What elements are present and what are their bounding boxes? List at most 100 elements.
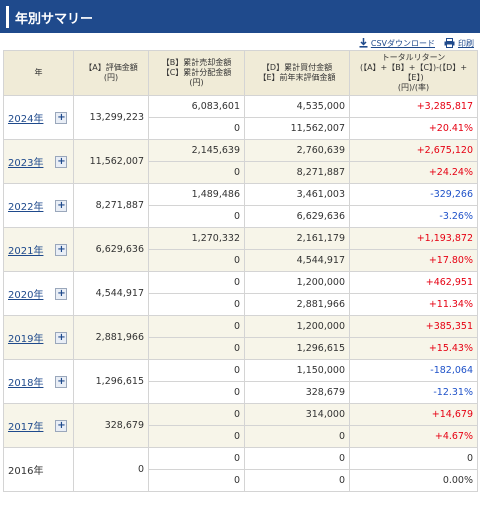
year-link[interactable]: 2017年 bbox=[8, 422, 44, 433]
csv-download-label: CSVダウンロード bbox=[370, 38, 435, 48]
year-cell: 2018年 + bbox=[3, 359, 74, 404]
year-cell: 2019年 + bbox=[3, 315, 74, 360]
purchased-amount-cell: 1,200,000 bbox=[244, 315, 350, 338]
expand-plus-icon[interactable]: + bbox=[55, 111, 68, 124]
sold-amount-cell: 0 bbox=[148, 315, 245, 338]
year-cell: 2021年 + bbox=[3, 227, 74, 272]
table-row: 2016年 0 0 0 0 bbox=[3, 447, 478, 492]
total-return-amount-cell: +385,351 bbox=[349, 315, 478, 338]
year-cell: 2020年 + bbox=[3, 271, 74, 316]
sold-amount-cell: 0 bbox=[148, 271, 245, 294]
dividend-amount-cell: 0 bbox=[148, 425, 245, 448]
table-row: 2023年 + 11,562,007 2,145,639 2,760,639 +… bbox=[3, 139, 478, 184]
year-link[interactable]: 2023年 bbox=[8, 158, 44, 169]
printer-icon bbox=[444, 38, 455, 48]
prev-year-valuation-cell: 8,271,887 bbox=[244, 161, 350, 184]
total-return-amount-cell: -182,064 bbox=[349, 359, 478, 382]
table-row: 2022年 + 8,271,887 1,489,486 3,461,003 -3… bbox=[3, 183, 478, 228]
table-header-row: 年 【A】評価金額 (円) 【B】累計売却金額 【C】累計分配金額 (円) 【D】累計… bbox=[3, 50, 478, 96]
table-row: 2019年 + 2,881,966 0 1,200,000 +385,351 bbox=[3, 315, 478, 360]
expand-plus-icon[interactable]: + bbox=[55, 287, 68, 300]
table-row-sub: 0 11,562,007 +20.41% bbox=[4, 117, 478, 140]
total-return-rate-cell: -12.31% bbox=[349, 381, 478, 404]
table-row: 2021年 + 6,629,636 1,270,332 2,161,179 +1… bbox=[3, 227, 478, 272]
year-link[interactable]: 2020年 bbox=[8, 290, 44, 301]
col-header-valuation: 【A】評価金額 (円) bbox=[73, 50, 149, 96]
prev-year-valuation-cell: 1,296,615 bbox=[244, 337, 350, 360]
year-cell: 2023年 + bbox=[3, 139, 74, 184]
sold-amount-cell: 0 bbox=[148, 403, 245, 426]
valuation-cell: 6,629,636 bbox=[73, 227, 149, 272]
sold-amount-cell: 1,489,486 bbox=[148, 183, 245, 206]
year-link[interactable]: 2019年 bbox=[8, 334, 44, 345]
dividend-amount-cell: 0 bbox=[148, 469, 245, 492]
col-header-purchased-prev: 【D】累計買付金額 【E】前年末評価金額 bbox=[244, 50, 350, 96]
dividend-amount-cell: 0 bbox=[148, 161, 245, 184]
header-accent bbox=[6, 6, 9, 28]
total-return-rate-cell: +15.43% bbox=[349, 337, 478, 360]
total-return-rate-cell: +11.34% bbox=[349, 293, 478, 316]
prev-year-valuation-cell: 11,562,007 bbox=[244, 117, 350, 140]
total-return-rate-cell: +24.24% bbox=[349, 161, 478, 184]
expand-plus-icon[interactable]: + bbox=[55, 243, 68, 256]
year-label: 2016年 bbox=[8, 466, 44, 477]
sold-amount-cell: 2,145,639 bbox=[148, 139, 245, 162]
total-return-rate-cell: +17.80% bbox=[349, 249, 478, 272]
total-return-amount-cell: +14,679 bbox=[349, 403, 478, 426]
expand-plus-icon[interactable]: + bbox=[55, 155, 68, 168]
dividend-amount-cell: 0 bbox=[148, 205, 245, 228]
year-cell: 2024年 + bbox=[3, 95, 74, 140]
action-bar: CSVダウンロード 印刷 bbox=[359, 37, 474, 49]
valuation-cell: 328,679 bbox=[73, 403, 149, 448]
total-return-rate-cell: -3.26% bbox=[349, 205, 478, 228]
total-return-rate-cell: 0.00% bbox=[349, 469, 478, 492]
purchased-amount-cell: 314,000 bbox=[244, 403, 350, 426]
purchased-amount-cell: 3,461,003 bbox=[244, 183, 350, 206]
table-row-sub: 0 0 +4.67% bbox=[4, 425, 478, 448]
col-header-year: 年 bbox=[3, 50, 74, 96]
prev-year-valuation-cell: 0 bbox=[244, 469, 350, 492]
table-row: 2017年 + 328,679 0 314,000 +14,679 bbox=[3, 403, 478, 448]
expand-plus-icon[interactable]: + bbox=[55, 331, 68, 344]
expand-plus-icon[interactable]: + bbox=[55, 419, 68, 432]
page-header: 年別サマリー bbox=[0, 0, 480, 33]
purchased-amount-cell: 2,161,179 bbox=[244, 227, 350, 250]
table-row-sub: 0 1,296,615 +15.43% bbox=[4, 337, 478, 360]
table-row-sub: 0 2,881,966 +11.34% bbox=[4, 293, 478, 316]
expand-plus-icon[interactable]: + bbox=[55, 199, 68, 212]
year-cell: 2022年 + bbox=[3, 183, 74, 228]
sold-amount-cell: 1,270,332 bbox=[148, 227, 245, 250]
year-link[interactable]: 2024年 bbox=[8, 114, 44, 125]
sold-amount-cell: 6,083,601 bbox=[148, 95, 245, 118]
expand-plus-icon[interactable]: + bbox=[55, 375, 68, 388]
prev-year-valuation-cell: 2,881,966 bbox=[244, 293, 350, 316]
total-return-rate-cell: +20.41% bbox=[349, 117, 478, 140]
sold-amount-cell: 0 bbox=[148, 359, 245, 382]
year-link[interactable]: 2018年 bbox=[8, 378, 44, 389]
year-link[interactable]: 2022年 bbox=[8, 202, 44, 213]
col-header-total-return: トータルリターン (【A】+【B】+【C】)-(【D】+ 【E】) (円)/(率… bbox=[349, 50, 478, 96]
prev-year-valuation-cell: 328,679 bbox=[244, 381, 350, 404]
valuation-cell: 13,299,223 bbox=[73, 95, 149, 140]
total-return-rate-cell: +4.67% bbox=[349, 425, 478, 448]
valuation-cell: 0 bbox=[73, 447, 149, 492]
purchased-amount-cell: 4,535,000 bbox=[244, 95, 350, 118]
total-return-amount-cell: +462,951 bbox=[349, 271, 478, 294]
page-title: 年別サマリー bbox=[15, 12, 94, 27]
valuation-cell: 8,271,887 bbox=[73, 183, 149, 228]
total-return-amount-cell: 0 bbox=[349, 447, 478, 470]
sold-amount-cell: 0 bbox=[148, 447, 245, 470]
table-row: 2018年 + 1,296,615 0 1,150,000 -182,064 bbox=[3, 359, 478, 404]
dividend-amount-cell: 0 bbox=[148, 381, 245, 404]
prev-year-valuation-cell: 6,629,636 bbox=[244, 205, 350, 228]
table-row-sub: 0 0 0.00% bbox=[4, 469, 478, 492]
total-return-amount-cell: +2,675,120 bbox=[349, 139, 478, 162]
print-label: 印刷 bbox=[458, 38, 474, 48]
csv-download-link[interactable]: CSVダウンロード bbox=[359, 38, 435, 49]
year-link[interactable]: 2021年 bbox=[8, 246, 44, 257]
prev-year-valuation-cell: 4,544,917 bbox=[244, 249, 350, 272]
print-link[interactable]: 印刷 bbox=[444, 38, 474, 49]
table-row: 2020年 + 4,544,917 0 1,200,000 +462,951 bbox=[3, 271, 478, 316]
purchased-amount-cell: 2,760,639 bbox=[244, 139, 350, 162]
download-icon bbox=[359, 38, 368, 48]
